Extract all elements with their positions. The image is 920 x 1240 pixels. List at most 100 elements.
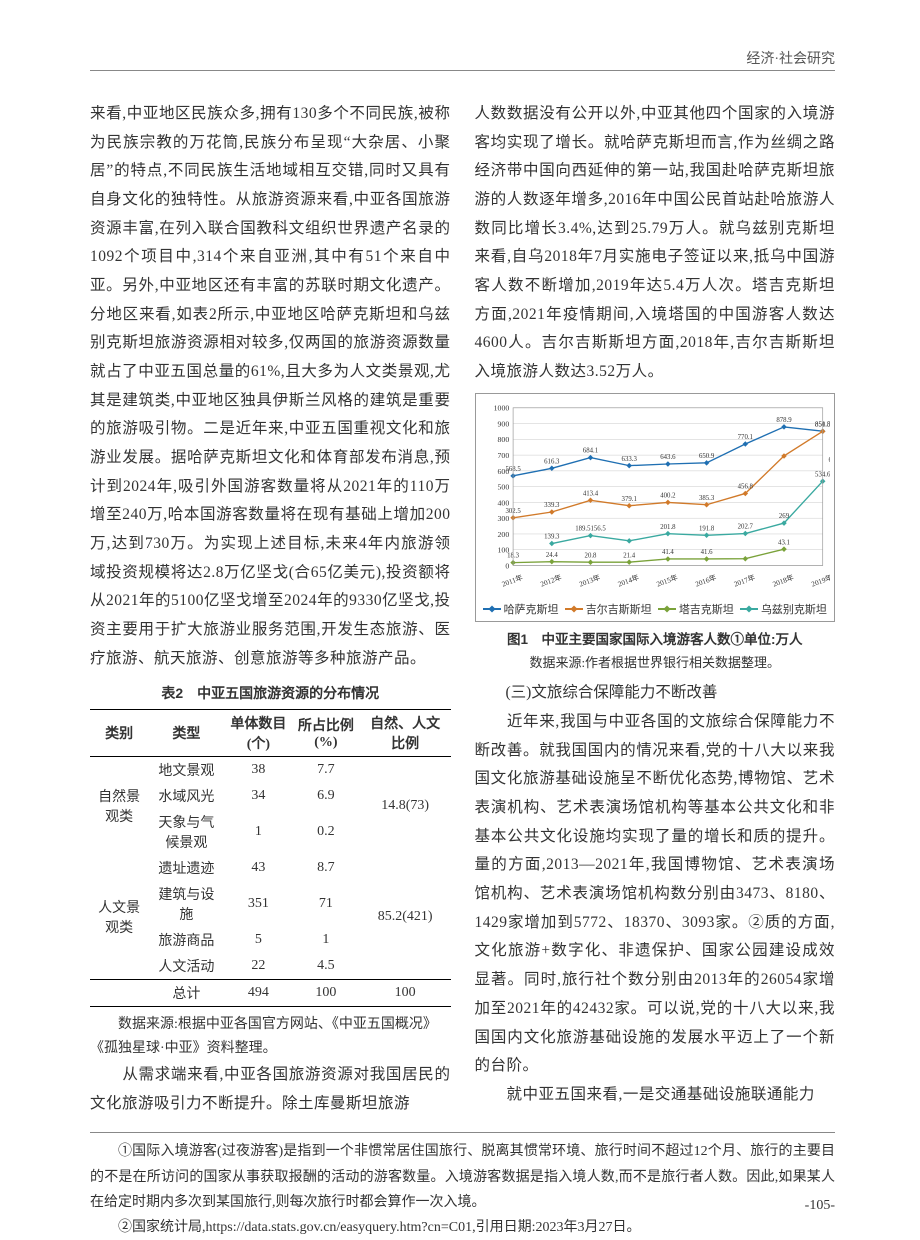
figure1-chart: 010020030040050060070080090010002011年201… <box>480 400 831 595</box>
footnote-1: ①国际入境游客(过夜游客)是指到一个非惯常居住国旅行、脱离其惯常环境、旅行时间不… <box>90 1139 835 1215</box>
legend-item: 吉尔吉斯斯坦 <box>565 601 652 617</box>
right-paragraph-1: 人数数据没有公开以外,中亚其他四个国家的入境游客均实现了增长。就哈萨克斯坦而言,… <box>475 100 836 387</box>
footnote-rule <box>90 1132 835 1133</box>
right-paragraph-3: 就中亚五国来看,一是交通基础设施联通能力 <box>475 1081 836 1110</box>
table2: 类别 类型 单体数目(个) 所占比例(%) 自然、人文比例 自然景观类 地文景观… <box>90 709 451 1007</box>
svg-text:201.8: 201.8 <box>660 524 676 531</box>
svg-text:20.8: 20.8 <box>584 552 596 559</box>
right-column: 人数数据没有公开以外,中亚其他四个国家的入境游客均实现了增长。就哈萨克斯坦而言,… <box>475 100 836 1118</box>
figure1-caption: 图1 中亚主要国家国际入境游客人数①单位:万人 <box>475 628 836 648</box>
two-column-layout: 来看,中亚地区民族众多,拥有130多个不同民族,被称为民族宗教的万花筒,民族分布… <box>90 100 835 1118</box>
svg-text:500: 500 <box>497 482 509 491</box>
cat-natural: 自然景观类 <box>90 757 148 856</box>
cell: 1 <box>292 927 360 953</box>
svg-text:41.4: 41.4 <box>661 549 673 556</box>
legend-item: 哈萨克斯坦 <box>483 601 559 617</box>
svg-text:41.6: 41.6 <box>700 549 712 556</box>
svg-text:2015年: 2015年 <box>655 572 679 588</box>
svg-text:770.1: 770.1 <box>737 434 752 441</box>
ratio-human: 85.2(421) <box>360 855 451 980</box>
left-column: 来看,中亚地区民族众多,拥有130多个不同民族,被称为民族宗教的万花筒,民族分布… <box>90 100 451 1118</box>
svg-text:700: 700 <box>497 451 509 460</box>
th-count: 单体数目(个) <box>225 710 293 757</box>
total-pct: 100 <box>292 980 360 1007</box>
cell: 1 <box>225 809 293 855</box>
total-label: 总计 <box>148 980 224 1007</box>
cell: 人文活动 <box>148 953 224 980</box>
th-pct: 所占比例(%) <box>292 710 360 757</box>
cell: 天象与气候景观 <box>148 809 224 855</box>
cell: 0.2 <box>292 809 360 855</box>
svg-text:300: 300 <box>497 514 509 523</box>
cell: 6.9 <box>292 783 360 809</box>
svg-text:456.8: 456.8 <box>737 483 753 490</box>
cell: 5 <box>225 927 293 953</box>
svg-text:2013年: 2013年 <box>577 572 601 588</box>
svg-text:413.4: 413.4 <box>582 490 598 497</box>
right-paragraph-2: 近年来,我国与中亚各国的文旅综合保障能力不断改善。就我国国内的情况来看,党的十八… <box>475 708 836 1081</box>
table2-title: 表2 中亚五国旅游资源的分布情况 <box>90 683 451 703</box>
svg-text:1000: 1000 <box>493 403 509 412</box>
svg-text:2012年: 2012年 <box>539 572 563 588</box>
svg-text:2016年: 2016年 <box>693 572 717 588</box>
svg-text:2017年: 2017年 <box>732 572 756 588</box>
svg-text:202.7: 202.7 <box>737 523 753 530</box>
svg-text:900: 900 <box>497 419 509 428</box>
svg-text:878.9: 878.9 <box>776 417 792 424</box>
svg-text:2018年: 2018年 <box>771 572 795 588</box>
svg-text:2011年: 2011年 <box>500 572 523 588</box>
svg-text:633.3: 633.3 <box>621 455 637 462</box>
svg-text:139.3: 139.3 <box>544 533 560 540</box>
cell: 水域风光 <box>148 783 224 809</box>
subsection-heading: (三)文旅综合保障能力不断改善 <box>475 679 836 708</box>
svg-text:400: 400 <box>497 498 509 507</box>
th-cat: 类别 <box>90 710 148 757</box>
svg-text:674.9: 674.9 <box>828 457 830 464</box>
left-paragraph-1: 来看,中亚地区民族众多,拥有130多个不同民族,被称为民族宗教的万花筒,民族分布… <box>90 100 451 673</box>
svg-text:189.5156.5: 189.5156.5 <box>575 525 606 532</box>
svg-text:0: 0 <box>505 561 509 570</box>
cell: 351 <box>225 881 293 927</box>
figure1-box: 010020030040050060070080090010002011年201… <box>475 393 836 623</box>
cell: 38 <box>225 757 293 784</box>
cell: 7.7 <box>292 757 360 784</box>
th-ratio: 自然、人文比例 <box>360 710 451 757</box>
cell: 遗址遗迹 <box>148 855 224 881</box>
footnotes: ①国际入境游客(过夜游客)是指到一个非惯常居住国旅行、脱离其惯常环境、旅行时间不… <box>90 1139 835 1240</box>
cell: 43 <box>225 855 293 881</box>
th-type: 类型 <box>148 710 224 757</box>
svg-text:684.1: 684.1 <box>582 447 597 454</box>
cell: 旅游商品 <box>148 927 224 953</box>
svg-text:643.6: 643.6 <box>660 454 676 461</box>
cell: 4.5 <box>292 953 360 980</box>
total-ratio: 100 <box>360 980 451 1007</box>
legend-item: 塔吉克斯坦 <box>658 601 734 617</box>
cell: 71 <box>292 881 360 927</box>
figure1-source: 数据来源:作者根据世界银行相关数据整理。 <box>475 652 836 671</box>
cell: 34 <box>225 783 293 809</box>
svg-text:2019年: 2019年 <box>810 572 830 588</box>
svg-text:650.9: 650.9 <box>698 453 714 460</box>
cell: 建筑与设施 <box>148 881 224 927</box>
svg-text:616.3: 616.3 <box>544 458 560 465</box>
svg-text:43.1: 43.1 <box>778 539 790 546</box>
section-header: 经济·社会研究 <box>746 48 835 68</box>
svg-text:800: 800 <box>497 435 509 444</box>
svg-text:21.4: 21.4 <box>623 552 635 559</box>
svg-text:2014年: 2014年 <box>616 572 640 588</box>
svg-text:269: 269 <box>778 513 789 520</box>
svg-text:385.3: 385.3 <box>698 495 714 502</box>
svg-text:379.1: 379.1 <box>621 496 636 503</box>
cell: 22 <box>225 953 293 980</box>
svg-text:339.3: 339.3 <box>544 502 560 509</box>
chart-legend: 哈萨克斯坦吉尔吉斯斯坦塔吉克斯坦乌兹别克斯坦 <box>480 601 831 617</box>
left-paragraph-2: 从需求端来看,中亚各国旅游资源对我国居民的文化旅游吸引力不断提升。除土库曼斯坦旅… <box>90 1061 451 1118</box>
cell: 地文景观 <box>148 757 224 784</box>
svg-text:24.4: 24.4 <box>545 552 557 559</box>
cat-human: 人文景观类 <box>90 855 148 980</box>
total-count: 494 <box>225 980 293 1007</box>
svg-text:200: 200 <box>497 530 509 539</box>
legend-item: 乌兹别克斯坦 <box>740 601 827 617</box>
footnote-2: ②国家统计局,https://data.stats.gov.cn/easyque… <box>90 1215 835 1240</box>
svg-text:400.2: 400.2 <box>660 492 676 499</box>
